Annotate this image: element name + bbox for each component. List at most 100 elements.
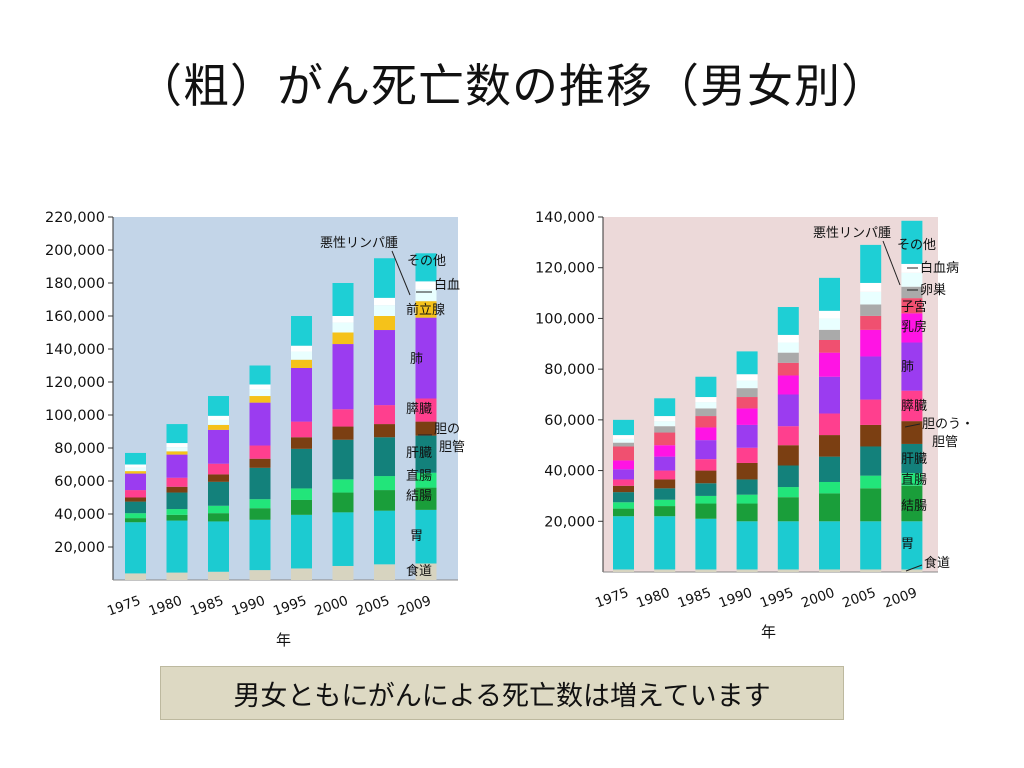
bar-segment-白血病-2009: [415, 281, 437, 290]
bar-segment-胃-2009: [415, 509, 437, 564]
bar-segment-肺-2000: [332, 344, 354, 410]
bar-segment-胆のう・胆管-1995: [291, 437, 312, 449]
bar-segment-肺-1985: [208, 429, 229, 464]
x-tick-label-1990: 1990: [230, 593, 268, 620]
legend-label-胆のう・: 胆のう・: [922, 417, 974, 432]
bar-segment-悪性リンパ腫-1975: [125, 467, 146, 472]
bar-segment-白血病-1975: [125, 464, 146, 468]
x-tick-label-1980: 1980: [147, 593, 185, 620]
bar-segment-食道-1985: [208, 571, 229, 580]
legend-label-胃: 胃: [901, 537, 914, 552]
bar-segment-胃-2009: [901, 521, 923, 570]
bar-segment-直腸-1975: [125, 513, 146, 519]
bar-segment-結腸-1995: [291, 499, 312, 515]
bar-segment-膵臓-1980: [654, 470, 676, 480]
bar-segment-膵臓-1985: [208, 463, 229, 475]
bar-segment-その他-2009: [415, 253, 437, 282]
bar-segment-直腸-2005: [374, 476, 395, 491]
x-axis-label: 年: [761, 623, 776, 641]
x-tick-label-1985: 1985: [676, 585, 714, 612]
bar-segment-肝臓-2009: [901, 443, 923, 474]
bar-segment-白血病-1995: [777, 334, 799, 343]
male-cancer-deaths-chart: 20,000 40,000 60,000 80,000 100,000 120,000 14…: [45, 210, 465, 649]
bar-segment-膵臓-1985: [695, 459, 717, 471]
y-tick-label: 140,000: [535, 210, 595, 226]
bar-segment-膵臓-2005: [374, 405, 395, 425]
plot-area: [603, 217, 938, 572]
bar-segment-食道-2009: [901, 569, 923, 572]
bar-segment-結腸-1980: [654, 506, 676, 517]
bar-segment-胆のう・胆管-1980: [654, 479, 676, 489]
bar-segment-肝臓-1980: [166, 492, 188, 510]
bar-segment-肝臓-2000: [819, 456, 840, 482]
bar-segment-胆のう・胆管-1985: [695, 470, 717, 484]
legend-label-直腸: 直腸: [406, 469, 432, 484]
x-tick-label-1975: 1975: [593, 585, 631, 612]
bar-segment-胃-2005: [374, 510, 395, 565]
legend-leader-line: [905, 564, 923, 572]
bar-segment-食道-2005: [374, 564, 395, 580]
caption-box: 男女ともにがんによる死亡数は増えています: [160, 666, 844, 720]
legend-label-膵臓: 膵臓: [901, 399, 927, 414]
bar-segment-結腸-1985: [695, 503, 717, 519]
bar-segment-その他-1975: [613, 419, 634, 436]
bar-segment-直腸-1985: [208, 505, 229, 514]
bar-segment-肺-2009: [901, 342, 923, 391]
bar-segment-乳房-2005: [860, 329, 882, 357]
bar-segment-直腸-2009: [415, 472, 437, 488]
bar-segment-悪性リンパ腫-2000: [332, 322, 354, 333]
bar-segment-肝臓-1995: [291, 448, 312, 489]
y-tick-label: 100,000: [45, 408, 105, 424]
bar-segment-膵臓-2005: [860, 399, 882, 425]
bar-segment-結腸-2005: [374, 490, 395, 511]
bar-segment-胃-1995: [291, 514, 312, 569]
y-tick-label: 40,000: [544, 464, 595, 480]
bar-segment-その他-2000: [332, 283, 354, 316]
bar-segment-卵巣-1985: [695, 408, 717, 417]
bar-segment-悪性リンパ腫-2005: [374, 305, 395, 316]
legend-label-その他: その他: [897, 238, 936, 253]
bar-segment-前立腺-1990: [249, 396, 271, 403]
bar-segment-直腸-1980: [166, 509, 188, 515]
bar-segment-膵臓-2009: [901, 390, 923, 422]
legend-label-悪性リンパ腫: 悪性リンパ腫: [320, 235, 398, 251]
bar-segment-卵巣-2009: [901, 286, 923, 299]
bar-segment-直腸-1980: [654, 499, 676, 507]
bar-segment-白血病-1990: [249, 384, 271, 390]
y-tick-label: 20,000: [54, 540, 105, 556]
bar-segment-直腸-1990: [249, 499, 271, 509]
bar-segment-肺-2005: [374, 330, 395, 406]
bar-segment-結腸-1990: [249, 508, 271, 520]
bar-segment-胆のう・胆管-1980: [166, 486, 188, 493]
bar-segment-直腸-2009: [901, 473, 923, 486]
legend-label-肺: 肺: [901, 360, 914, 375]
x-tick-label-1980: 1980: [634, 585, 672, 612]
bar-segment-直腸-1995: [291, 488, 312, 500]
legend-label-乳房: 乳房: [901, 319, 927, 335]
bar-segment-子宮-2005: [860, 315, 882, 330]
bar-segment-肺-1980: [654, 456, 676, 471]
bar-segment-直腸-2000: [819, 481, 840, 494]
bar-segment-肝臓-2000: [332, 439, 354, 480]
bar-segment-肺-1990: [249, 402, 271, 446]
legend-label-結腸: 結腸: [406, 489, 432, 504]
bar-segment-前立腺-2000: [332, 332, 354, 345]
bar-segment-膵臓-1975: [613, 479, 634, 486]
bar-segment-白血病-1985: [208, 415, 229, 420]
bar-segment-悪性リンパ腫-2009: [415, 289, 437, 302]
legend-label-直腸: 直腸: [901, 473, 927, 488]
legend-label-その他: その他: [407, 254, 446, 269]
slide-title: （粗）がん死亡数の推移（男女別）: [136, 59, 888, 113]
bar-segment-その他-1995: [777, 307, 799, 335]
bar-segment-食道-1990: [736, 569, 758, 572]
bar-segment-結腸-2009: [901, 485, 923, 522]
bar-segment-悪性リンパ腫-1980: [166, 447, 188, 452]
bar-segment-結腸-2005: [860, 488, 882, 522]
bar-segment-直腸-2005: [860, 475, 882, 489]
bar-segment-胆のう・胆管-1990: [736, 462, 758, 480]
bar-segment-直腸-1995: [777, 487, 799, 498]
bar-segment-結腸-2009: [415, 487, 437, 510]
bar-segment-肝臓-1975: [125, 501, 146, 514]
x-tick-label-2005: 2005: [354, 593, 392, 620]
bar-segment-食道-1975: [613, 569, 634, 572]
